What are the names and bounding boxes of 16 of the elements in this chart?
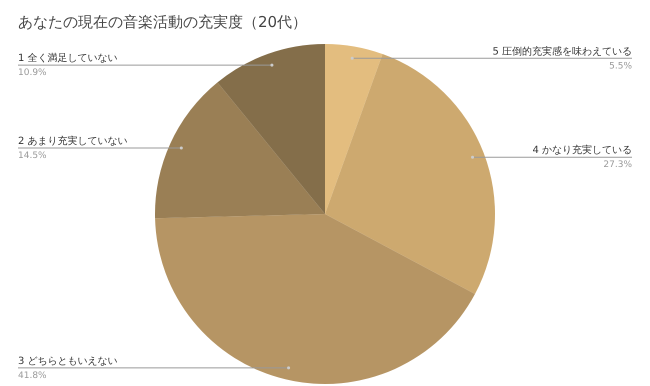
- data-label: 5.5%: [609, 61, 632, 72]
- slice-label: 4 かなり充実している: [532, 144, 632, 156]
- pie-slice: [325, 44, 383, 214]
- pie-slice: [325, 54, 495, 294]
- data-label: 14.5%: [18, 151, 48, 162]
- pie-slice: [155, 214, 475, 384]
- slice-label: 1 全く満足していない: [18, 52, 118, 64]
- data-label: 27.3%: [603, 160, 632, 170]
- slice-label: 5 圧倒的充実感を味わえている: [492, 45, 632, 58]
- pie-slice: [217, 44, 325, 214]
- data-label: 10.9%: [18, 68, 48, 78]
- chart-title: あなたの現在の音楽活動の充実度（20代）: [18, 13, 308, 31]
- slice-label: 3 どちらともいえない: [18, 356, 118, 367]
- slice-label: 2 あまり充実していない: [18, 135, 128, 148]
- pie-slice: [155, 82, 325, 218]
- data-label: 41.8%: [18, 370, 48, 381]
